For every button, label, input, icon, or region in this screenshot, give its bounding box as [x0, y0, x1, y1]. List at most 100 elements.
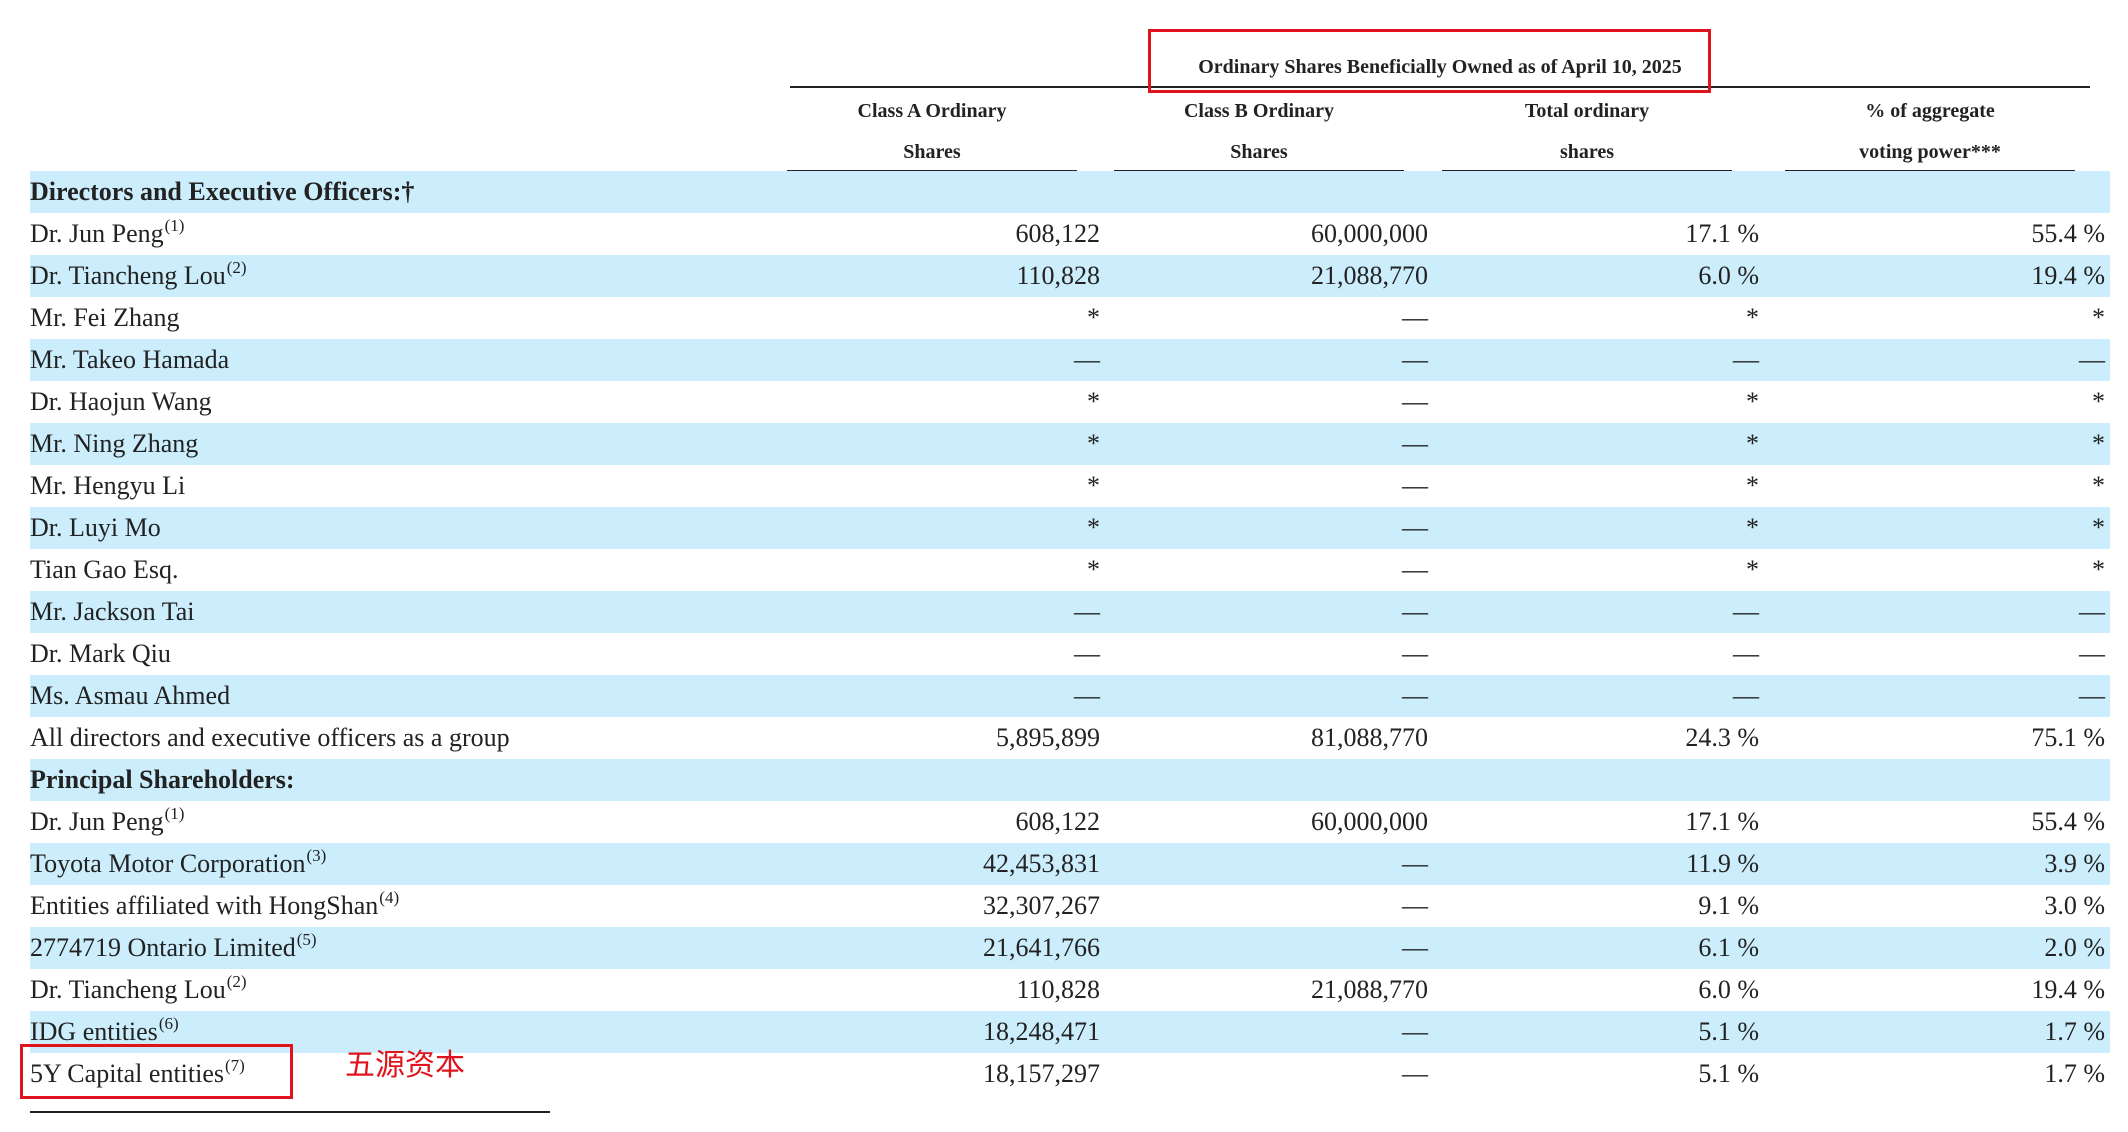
table-row: Toyota Motor Corporation(3) 42,453,831 —…	[30, 843, 2110, 885]
holder-name: 5Y Capital entities(7)	[30, 1056, 245, 1088]
holder-name: Entities affiliated with HongShan(4)	[30, 888, 400, 920]
total-shares-pct: 5.1 %	[1698, 1017, 1759, 1046]
holder-name: Dr. Jun Peng(1)	[30, 804, 185, 836]
table-row: Dr. Luyi Mo * — * *	[30, 507, 2110, 549]
section-heading: Directors and Executive Officers:†	[30, 177, 415, 206]
footnote-ref: (7)	[225, 1056, 245, 1075]
voting-power-pct: 19.4 %	[2031, 261, 2105, 290]
class-b-shares: —	[1402, 1059, 1428, 1088]
footnote-ref: (5)	[296, 930, 317, 949]
total-shares-pct: 6.0 %	[1698, 975, 1759, 1004]
class-a-shares: *	[1087, 429, 1100, 458]
footnote-ref: (1)	[164, 216, 185, 235]
holder-name: IDG entities(6)	[30, 1014, 179, 1046]
footnote-ref: (2)	[226, 972, 247, 991]
col-header-line2: shares	[1559, 141, 1615, 163]
class-b-shares: —	[1402, 345, 1428, 374]
voting-power-pct: 3.9 %	[2044, 849, 2105, 878]
col-header-line1: Total ordinary	[1524, 100, 1650, 122]
voting-power-pct: 55.4 %	[2031, 807, 2105, 836]
holder-name: 2774719 Ontario Limited(5)	[30, 930, 317, 962]
voting-power-pct: 2.0 %	[2044, 933, 2105, 962]
total-shares-pct: 17.1 %	[1685, 219, 1759, 248]
table-row: Mr. Jackson Tai — — — —	[30, 591, 2110, 633]
total-shares-pct: —	[1733, 639, 1759, 668]
col-header-line1: Class B Ordinary	[1183, 100, 1335, 122]
footnote-rule	[30, 1111, 550, 1113]
voting-power-pct: —	[2079, 681, 2105, 710]
total-shares-pct: 24.3 %	[1685, 723, 1759, 752]
holder-name: Dr. Tiancheng Lou(2)	[30, 972, 247, 1004]
class-b-shares: —	[1402, 513, 1428, 542]
table-row: Dr. Jun Peng(1) 608,122 60,000,000 17.1 …	[30, 801, 2110, 843]
voting-power-pct: —	[2079, 597, 2105, 626]
col-header-voting: % of aggregate voting power***	[1785, 99, 2075, 164]
voting-power-pct: *	[2092, 387, 2105, 416]
voting-power-pct: *	[2092, 513, 2105, 542]
holder-name: Mr. Hengyu Li	[30, 471, 186, 500]
footnote-ref: (1)	[164, 804, 185, 823]
voting-power-pct: *	[2092, 471, 2105, 500]
table-row: Tian Gao Esq. * — * *	[30, 549, 2110, 591]
table-row: Dr. Haojun Wang * — * *	[30, 381, 2110, 423]
table-row: All directors and executive officers as …	[30, 717, 2110, 759]
section-heading: Principal Shareholders:	[30, 765, 295, 794]
class-b-shares: 21,088,770	[1311, 975, 1428, 1004]
total-shares-pct: 9.1 %	[1698, 891, 1759, 920]
class-b-shares: 60,000,000	[1311, 219, 1428, 248]
class-b-shares: —	[1402, 639, 1428, 668]
total-shares-pct: *	[1746, 429, 1759, 458]
col-header-class-b: Class B Ordinary Shares	[1114, 99, 1404, 164]
holder-name: Mr. Ning Zhang	[30, 429, 199, 458]
class-b-shares: —	[1402, 555, 1428, 584]
voting-power-pct: 1.7 %	[2044, 1017, 2105, 1046]
voting-power-pct: 75.1 %	[2031, 723, 2105, 752]
row-highlight-box	[20, 1044, 293, 1099]
class-a-shares: 21,641,766	[983, 933, 1100, 962]
class-b-shares: —	[1402, 429, 1428, 458]
class-b-shares: —	[1402, 597, 1428, 626]
col-header-line2: Shares	[903, 141, 961, 163]
class-a-shares: 5,895,899	[996, 723, 1100, 752]
total-shares-pct: —	[1733, 345, 1759, 374]
table-row: Mr. Ning Zhang * — * *	[30, 423, 2110, 465]
holder-name: Dr. Luyi Mo	[30, 513, 161, 542]
voting-power-pct: 1.7 %	[2044, 1059, 2105, 1088]
footnote-ref: (4)	[379, 888, 400, 907]
class-a-shares: 42,453,831	[983, 849, 1100, 878]
class-a-shares: *	[1087, 471, 1100, 500]
header-rule-top	[790, 86, 2090, 88]
total-shares-pct: 5.1 %	[1698, 1059, 1759, 1088]
holder-name: Mr. Takeo Hamada	[30, 345, 230, 374]
voting-power-pct: *	[2092, 429, 2105, 458]
table-row: Principal Shareholders:	[30, 759, 2110, 801]
holder-name: Ms. Asmau Ahmed	[30, 681, 231, 710]
table-row: Dr. Tiancheng Lou(2) 110,828 21,088,770 …	[30, 255, 2110, 297]
class-a-shares: 110,828	[1016, 261, 1100, 290]
holder-name: Mr. Fei Zhang	[30, 303, 180, 332]
class-b-shares: —	[1402, 891, 1428, 920]
col-header-line1: Class A Ordinary	[857, 100, 1007, 122]
class-a-shares: *	[1087, 513, 1100, 542]
holder-name: Tian Gao Esq.	[30, 555, 179, 584]
table-row: Ms. Asmau Ahmed — — — —	[30, 675, 2110, 717]
class-b-shares: 81,088,770	[1311, 723, 1428, 752]
table-row: 5Y Capital entities(7) 18,157,297 — 5.1 …	[30, 1053, 2110, 1095]
total-shares-pct: *	[1746, 555, 1759, 584]
table-row: Mr. Hengyu Li * — * *	[30, 465, 2110, 507]
voting-power-pct: 19.4 %	[2031, 975, 2105, 1004]
total-shares-pct: *	[1746, 387, 1759, 416]
class-a-shares: *	[1087, 555, 1100, 584]
holder-name: Dr. Haojun Wang	[30, 387, 212, 416]
class-a-shares: *	[1087, 303, 1100, 332]
class-a-shares: 18,248,471	[983, 1017, 1100, 1046]
total-shares-pct: 6.0 %	[1698, 261, 1759, 290]
class-a-shares: —	[1074, 345, 1100, 374]
class-b-shares: —	[1402, 387, 1428, 416]
table-row: Directors and Executive Officers:†	[30, 171, 2110, 213]
total-shares-pct: *	[1746, 303, 1759, 332]
voting-power-pct: 55.4 %	[2031, 219, 2105, 248]
holder-name: Dr. Mark Qiu	[30, 639, 171, 668]
class-b-shares: —	[1402, 849, 1428, 878]
